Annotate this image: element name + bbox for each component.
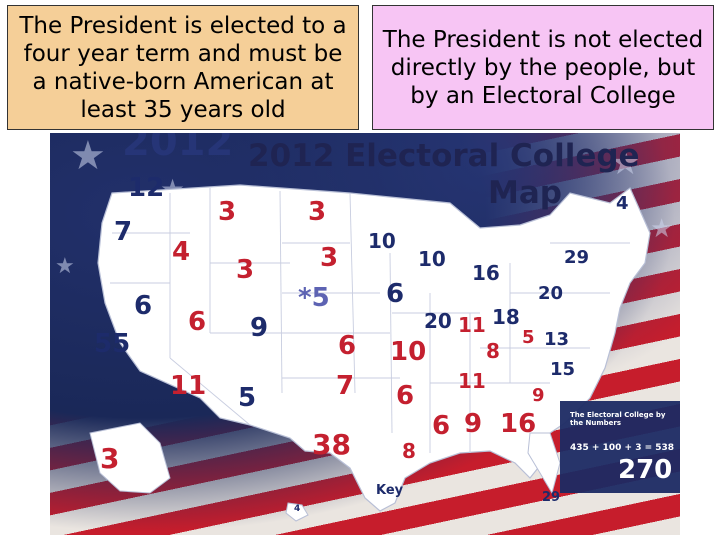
- state-wa-votes: 12: [128, 173, 165, 203]
- state-ia-votes: 6: [386, 279, 405, 309]
- state-az-votes: 11: [170, 371, 207, 401]
- state-mo-votes: 10: [390, 337, 427, 367]
- electoral-numbers-panel: The Electoral College by the Numbers 435…: [560, 401, 680, 491]
- state-nm-votes: 5: [238, 383, 257, 413]
- state-me-votes: 4: [616, 193, 629, 214]
- state-mt-votes: 3: [218, 197, 237, 227]
- state-pa-votes: 20: [538, 283, 564, 304]
- state-va-votes: 13: [544, 329, 570, 350]
- state-co-votes: 9: [250, 313, 269, 343]
- state-wy-votes: 3: [236, 255, 255, 285]
- info-270: 270: [618, 455, 673, 485]
- state-fl-votes: 29: [542, 490, 561, 505]
- state-ak-votes: 3: [100, 442, 120, 475]
- state-ms-votes: 6: [432, 411, 451, 441]
- star-icon: ★: [610, 144, 641, 182]
- poster-title-map: Map: [488, 175, 562, 211]
- state-ar-votes: 6: [396, 381, 415, 411]
- state-nd-votes: 3: [308, 197, 327, 227]
- state-hi-votes: 4: [294, 504, 301, 514]
- key-title: Key: [376, 483, 404, 498]
- state-oh-votes: 18: [492, 305, 520, 329]
- state-ok-votes: 7: [336, 371, 355, 401]
- info-equation: 435 + 100 + 3 = 538: [570, 443, 675, 453]
- state-sc-votes: 9: [532, 385, 545, 406]
- state-wv-votes: 5: [522, 327, 535, 348]
- state-la-votes: 8: [402, 439, 416, 463]
- state-tn-votes: 11: [458, 369, 486, 393]
- state-al-votes: 9: [464, 409, 483, 439]
- state-in-votes: 11: [458, 313, 486, 337]
- electoral-map-poster: ★ ★ ★ ★ ★ 2012: [50, 133, 680, 535]
- president-term-text-box: The President is elected to a four year …: [7, 5, 359, 130]
- state-ca-votes: 55: [94, 329, 131, 359]
- state-mi-votes: 16: [472, 261, 500, 285]
- state-ne-votes: *5: [298, 283, 330, 313]
- star-icon: ★: [55, 253, 75, 278]
- state-nv-votes: 6: [134, 291, 153, 321]
- state-sd-votes: 3: [320, 243, 339, 273]
- star-icon: ★: [650, 213, 674, 243]
- state-ky-votes: 8: [486, 339, 500, 363]
- state-wi-votes: 10: [418, 247, 446, 271]
- state-id-votes: 4: [172, 237, 191, 267]
- poster-title: 2012 Electoral College: [248, 138, 640, 174]
- state-nc-votes: 15: [550, 359, 576, 380]
- state-il-votes: 20: [424, 309, 452, 333]
- state-ut-votes: 6: [188, 307, 207, 337]
- electoral-college-text-box: The President is not elected directly by…: [372, 5, 714, 130]
- star-icon: ★: [70, 134, 106, 178]
- state-ny-votes: 29: [564, 247, 590, 268]
- electoral-college-text: The President is not elected directly by…: [382, 26, 704, 109]
- state-ks-votes: 6: [338, 331, 357, 361]
- state-mn-votes: 10: [368, 229, 396, 253]
- state-tx-votes: 38: [312, 428, 351, 461]
- info-title: The Electoral College by the Numbers: [570, 411, 666, 427]
- us-map-outline: [89, 184, 680, 522]
- poster-watermark: 2012: [122, 133, 234, 165]
- state-or-votes: 7: [114, 217, 133, 247]
- state-ga-votes: 16: [500, 409, 537, 439]
- president-term-text: The President is elected to a four year …: [19, 12, 347, 123]
